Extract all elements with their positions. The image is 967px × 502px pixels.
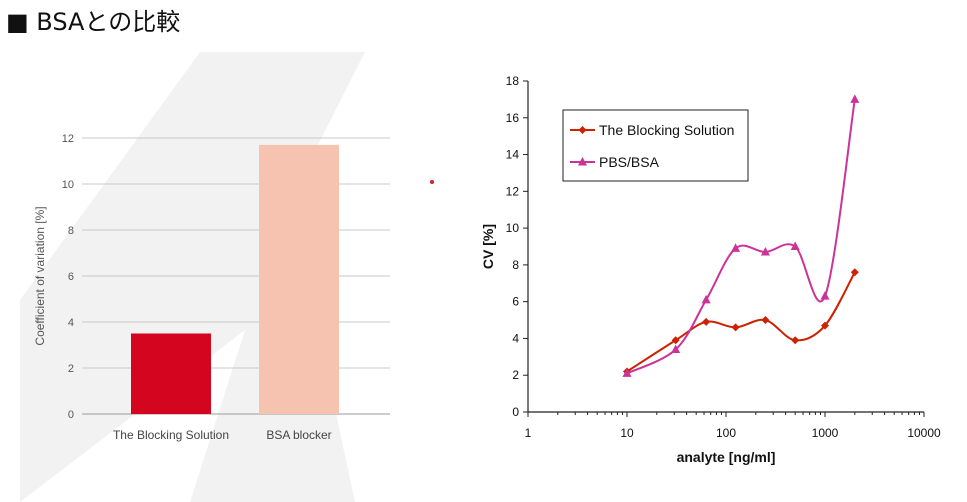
line-y-tick-label: 4	[512, 331, 519, 345]
line-y-tick-label: 16	[506, 111, 520, 125]
series-2-point	[820, 291, 830, 300]
bar-2	[259, 144, 339, 414]
bar-y-tick-label: 0	[68, 409, 74, 421]
series-1-point	[821, 321, 829, 330]
page-heading: ■ BSAとの比較	[6, 8, 181, 36]
series-1-point	[761, 316, 770, 325]
bar-1	[131, 333, 211, 414]
bar-category-label: BSA blocker	[266, 428, 331, 442]
bar-y-tick-label: 8	[68, 225, 74, 237]
bar-category-label: The Blocking Solution	[113, 428, 229, 442]
line-x-tick-label: 100	[716, 426, 736, 440]
bar-y-axis-label: Coefficient of variation [%]	[33, 206, 47, 345]
bar-y-tick-label: 10	[62, 179, 74, 191]
bar-y-tick-label: 4	[68, 317, 74, 329]
red-dot	[430, 180, 434, 184]
legend-entry-label: PBS/BSA	[599, 154, 660, 170]
bar-y-tick-label: 2	[68, 363, 74, 375]
series-1-point	[671, 336, 680, 345]
line-x-tick-label: 1000	[812, 426, 839, 440]
line-legend	[562, 109, 749, 182]
line-x-tick-label: 10	[620, 426, 634, 440]
series-2-point	[850, 94, 860, 103]
legend-swatch-marker	[578, 126, 587, 134]
line-x-tick-label: 10000	[907, 426, 941, 440]
line-y-tick-label: 0	[512, 405, 519, 419]
series-1-point	[791, 336, 800, 345]
line-x-axis-label: analyte [ng/ml]	[677, 449, 776, 465]
line-y-tick-label: 2	[512, 368, 519, 382]
line-y-tick-label: 18	[506, 74, 520, 88]
line-y-tick-label: 10	[506, 221, 520, 235]
line-y-tick-label: 12	[506, 184, 520, 198]
line-x-tick-label: 1	[525, 426, 532, 440]
line-y-axis-label: CV [%]	[480, 224, 496, 269]
series-1-point	[702, 317, 711, 326]
line-y-tick-label: 6	[512, 295, 519, 309]
series-2-point	[701, 294, 711, 304]
line-y-tick-label: 14	[506, 148, 520, 162]
legend-entry-label: The Blocking Solution	[599, 122, 734, 138]
line-chart: 0 2 4 6 8 10 12 14 16 18 1 10 100 1000 10000 analyte [n…	[480, 74, 941, 465]
line-y-tick-label: 8	[512, 258, 519, 272]
legend-swatch-marker	[578, 157, 587, 166]
series-2-point	[731, 243, 741, 252]
series-2-point	[671, 344, 681, 353]
series-1-point	[731, 323, 740, 332]
series-2-point	[760, 247, 770, 256]
series-2-point	[790, 241, 800, 250]
bar-y-tick-label: 6	[68, 271, 74, 283]
bar-y-tick-label: 12	[62, 133, 74, 145]
bar-chart: 0 2 4 6 8 10 12 The Blocking Solution BSA blocke…	[33, 133, 390, 442]
series-1-point	[850, 268, 859, 277]
series-2-point	[622, 368, 632, 377]
series-line-1	[626, 271, 856, 373]
